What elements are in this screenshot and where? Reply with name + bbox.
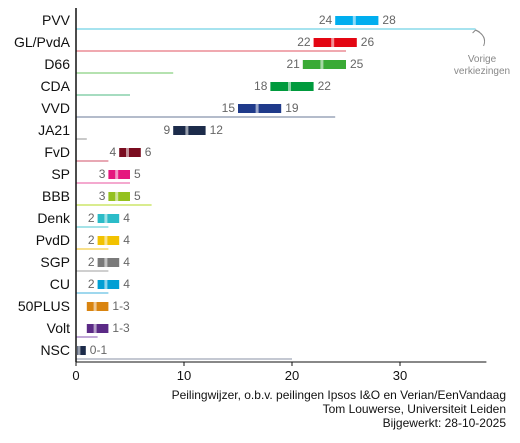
- range-high-50plus: 1-3: [112, 299, 130, 313]
- range-low-gl-pvda: 22: [297, 35, 311, 49]
- range-low-fvd: 4: [110, 145, 117, 159]
- x-tick-label-20: 20: [285, 368, 299, 383]
- range-mark-50plus: [93, 302, 97, 311]
- range-high-sp: 5: [134, 167, 141, 181]
- range-mark-sgp: [104, 258, 108, 267]
- party-label-nsc: NSC: [40, 342, 70, 358]
- party-label-ja21: JA21: [38, 122, 70, 138]
- range-bar-d66: [302, 60, 346, 69]
- x-tick-label-0: 0: [72, 368, 79, 383]
- range-bar-cda: [270, 82, 314, 91]
- range-low-cu: 2: [88, 277, 95, 291]
- range-mark-cda: [288, 82, 291, 91]
- range-low-pvv: 24: [319, 13, 333, 27]
- party-label-sgp: SGP: [40, 254, 70, 270]
- party-label-volt: Volt: [47, 320, 70, 336]
- note-arrow-head: [472, 29, 480, 34]
- footer-author: Tom Louwerse, Universiteit Leiden: [322, 402, 506, 416]
- range-mark-sp: [115, 170, 119, 179]
- range-low-cda: 18: [254, 79, 268, 93]
- range-low-ja21: 9: [164, 123, 171, 137]
- range-high-vvd: 19: [285, 101, 299, 115]
- range-low-vvd: 15: [222, 101, 236, 115]
- party-label-bbb: BBB: [42, 188, 70, 204]
- party-label-gl-pvda: GL/PvdA: [14, 34, 71, 50]
- range-bar-pvdd: [97, 236, 120, 245]
- range-high-cu: 4: [123, 277, 130, 291]
- party-label-pvdd: PvdD: [36, 232, 70, 248]
- range-mark-cu: [104, 280, 108, 289]
- range-bar-nsc: [77, 346, 86, 355]
- range-high-cda: 22: [318, 79, 332, 93]
- footer-updated: Bijgewerkt: 28-10-2025: [382, 416, 506, 430]
- range-bar-cu: [97, 280, 120, 289]
- range-low-d66: 21: [286, 57, 300, 71]
- range-high-gl-pvda: 26: [361, 35, 375, 49]
- range-high-denk: 4: [123, 211, 130, 225]
- note-line-2: verkiezingen: [454, 66, 510, 77]
- range-bar-bbb: [108, 192, 130, 201]
- range-mark-gl-pvda: [331, 38, 335, 47]
- range-mark-volt: [93, 324, 97, 333]
- party-label-vvd: VVD: [41, 100, 70, 116]
- range-bar-fvd: [119, 148, 141, 157]
- range-mark-nsc: [77, 346, 81, 355]
- party-label-pvv: PVV: [42, 12, 71, 28]
- range-bar-vvd: [238, 104, 282, 113]
- range-bar-volt: [86, 324, 109, 333]
- range-mark-bbb: [115, 192, 119, 201]
- range-mark-pvv: [352, 16, 356, 25]
- range-high-bbb: 5: [134, 189, 141, 203]
- footer-source: Peilingwijzer, o.b.v. peilingen Ipsos I&…: [171, 388, 506, 402]
- range-high-fvd: 6: [145, 145, 152, 159]
- range-high-sgp: 4: [123, 255, 130, 269]
- range-high-ja21: 12: [210, 123, 224, 137]
- range-bar-gl-pvda: [313, 38, 357, 47]
- range-bar-pvv: [335, 16, 379, 25]
- previous-election-layer: [76, 28, 476, 360]
- range-bar-50plus: [86, 302, 109, 311]
- range-high-volt: 1-3: [112, 321, 130, 335]
- range-high-d66: 25: [350, 57, 364, 71]
- range-bar-sp: [108, 170, 130, 179]
- note-line-1: Vorige: [468, 54, 497, 65]
- range-high-nsc: 0-1: [90, 343, 108, 357]
- range-mark-ja21: [185, 126, 189, 135]
- range-high-pvv: 28: [382, 13, 396, 27]
- range-mark-fvd: [126, 148, 129, 157]
- range-bar-ja21: [173, 126, 206, 135]
- range-bar-denk: [97, 214, 120, 223]
- range-bar-sgp: [97, 258, 120, 267]
- party-label-cu: CU: [50, 276, 70, 292]
- range-mark-denk: [104, 214, 108, 223]
- range-low-denk: 2: [88, 211, 95, 225]
- range-mark-pvdd: [104, 236, 108, 245]
- party-label-sp: SP: [51, 166, 70, 182]
- x-axis: 0 10 20 30: [72, 8, 487, 383]
- range-low-bbb: 3: [99, 189, 106, 203]
- range-bar-layer: [77, 16, 379, 355]
- x-tick-label-10: 10: [177, 368, 191, 383]
- party-label-cda: CDA: [40, 78, 70, 94]
- range-low-sp: 3: [99, 167, 106, 181]
- range-low-pvdd: 2: [88, 233, 95, 247]
- party-label-denk: Denk: [37, 210, 71, 226]
- party-label-50plus: 50PLUS: [18, 298, 70, 314]
- range-mark-vvd: [255, 104, 259, 113]
- range-low-sgp: 2: [88, 255, 95, 269]
- party-label-fvd: FvD: [44, 144, 70, 160]
- note-arrow: [475, 29, 486, 47]
- x-tick-label-30: 30: [393, 368, 407, 383]
- party-label-d66: D66: [44, 56, 70, 72]
- range-high-pvdd: 4: [123, 233, 130, 247]
- range-mark-d66: [320, 60, 324, 69]
